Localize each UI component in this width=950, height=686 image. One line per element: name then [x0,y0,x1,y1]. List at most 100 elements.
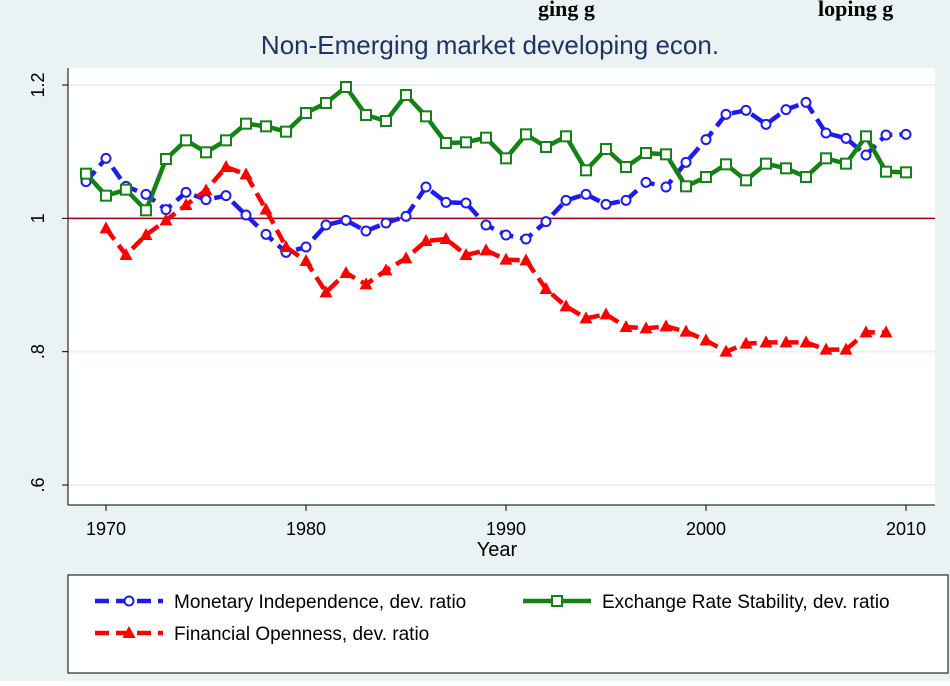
point [599,307,613,320]
point [460,136,472,149]
point [620,161,632,173]
point [219,160,233,172]
point [800,171,812,183]
point [480,131,492,144]
point [840,157,852,170]
point [779,335,793,348]
point [359,277,373,290]
point [180,134,192,147]
point [640,147,652,159]
point [120,183,132,196]
x-tick-label: 2000 [686,519,726,539]
point [900,128,912,140]
point [600,198,612,210]
point [499,252,513,265]
point [300,241,312,253]
point [199,183,213,196]
point [479,243,493,256]
point [720,108,732,120]
point [680,156,692,168]
point [700,171,712,183]
point [140,188,152,200]
point [320,97,332,109]
point [740,174,752,187]
header-fragment: loping g [818,0,893,21]
point [160,153,172,165]
point [820,127,832,139]
point [719,344,733,357]
point [240,209,252,221]
point [100,189,112,202]
point [339,266,353,278]
y-tick-label: 1.2 [28,72,48,97]
point [459,248,473,260]
x-tick-label: 2010 [886,519,926,539]
point [559,299,573,312]
point [879,325,893,338]
point [200,146,212,159]
point [299,254,313,266]
point [240,117,252,130]
point [200,194,212,206]
chart-title: Non-Emerging market developing econ. [261,30,719,60]
point [800,96,812,108]
point [579,311,593,324]
point [600,143,612,155]
point [440,137,452,149]
point [560,194,572,206]
x-tick-label: 1980 [286,519,326,539]
point [380,115,392,127]
x-axis-label: Year [477,539,518,561]
point [500,152,512,165]
plot-area [68,68,935,505]
point [680,180,692,193]
point [540,216,552,228]
point [179,198,193,210]
point [380,217,392,229]
point [860,149,872,161]
point [360,225,372,237]
point [220,134,232,147]
point [80,167,92,180]
point [900,166,912,179]
point [660,148,672,161]
point [100,152,112,164]
point [780,104,792,116]
x-tick-label: 1970 [86,519,126,539]
point [400,89,412,101]
point [500,229,512,241]
point [220,190,232,202]
point [279,240,293,252]
point [119,248,133,260]
point [840,132,852,144]
point [739,336,753,349]
point [379,263,393,276]
point [480,219,492,231]
point [399,251,413,264]
point [759,335,773,348]
point [659,319,673,332]
point [460,197,472,209]
point [540,141,552,153]
point [880,165,892,178]
point [260,228,272,240]
point [259,202,273,215]
point [320,219,332,231]
point [159,213,173,226]
point [139,228,153,240]
point [660,181,672,193]
point [539,282,553,294]
point [760,118,772,130]
point [340,214,352,226]
legend [67,574,949,674]
legend-label: Monetary Independence, dev. ratio [174,592,466,613]
point [740,104,752,116]
point [239,167,253,180]
point [560,130,572,143]
y-tick-label: 1 [28,213,48,223]
series-line [104,164,886,355]
point [860,130,872,143]
point [520,233,532,245]
point [699,333,713,346]
